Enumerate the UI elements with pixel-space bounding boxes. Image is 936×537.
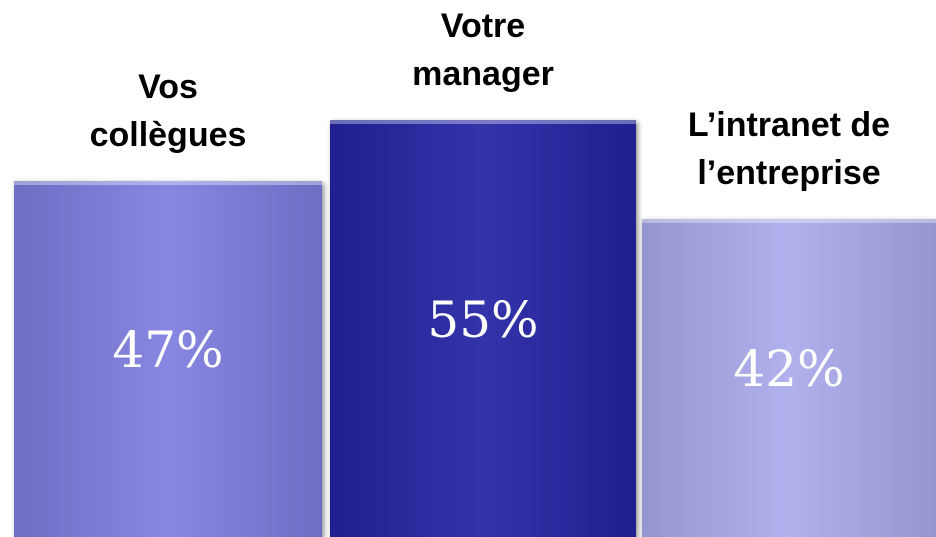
category-label: L’intranet de l’entreprise xyxy=(687,105,891,192)
value-label: 55% xyxy=(427,290,539,349)
bar: 55% xyxy=(330,120,636,537)
value-label: 42% xyxy=(733,339,845,398)
category-label: Vos collègues xyxy=(89,67,247,154)
bar: 47% xyxy=(14,180,322,537)
bar: 42% xyxy=(642,218,936,537)
category-label: Votre manager xyxy=(412,7,554,94)
value-label: 47% xyxy=(112,320,224,379)
